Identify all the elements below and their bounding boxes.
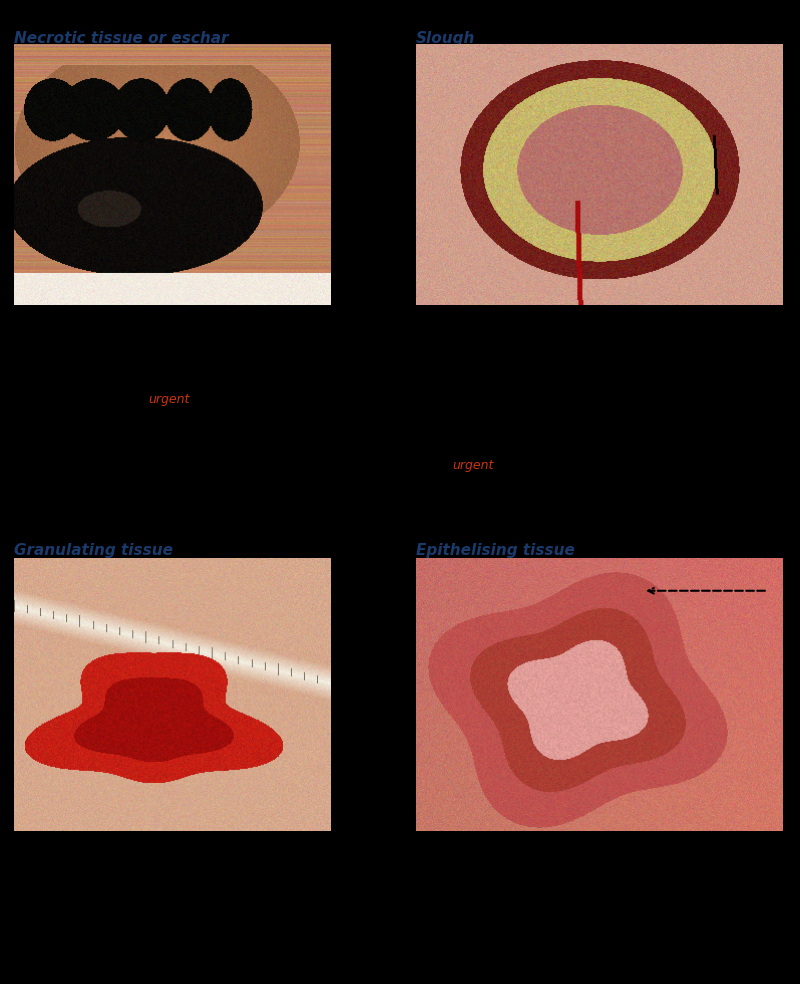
Text: Epithelising tissue: Epithelising tissue [416,543,575,558]
Text: Granulating tissue: Granulating tissue [14,543,174,558]
Text: urgent: urgent [148,393,190,406]
Text: urgent: urgent [452,459,494,472]
Text: Slough: Slough [416,31,475,46]
Text: Necrotic tissue or eschar: Necrotic tissue or eschar [14,31,229,46]
